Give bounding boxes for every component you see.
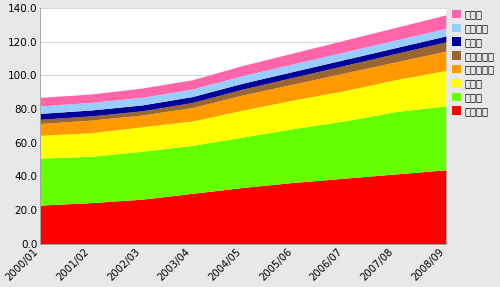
Legend: やし油, 落花生油, 綿実油, パーム核油, ひまわり油, 菜種油, 大豆油, パーム油: やし油, 落花生油, 綿実油, パーム核油, ひまわり油, 菜種油, 大豆油, … bbox=[451, 8, 496, 117]
